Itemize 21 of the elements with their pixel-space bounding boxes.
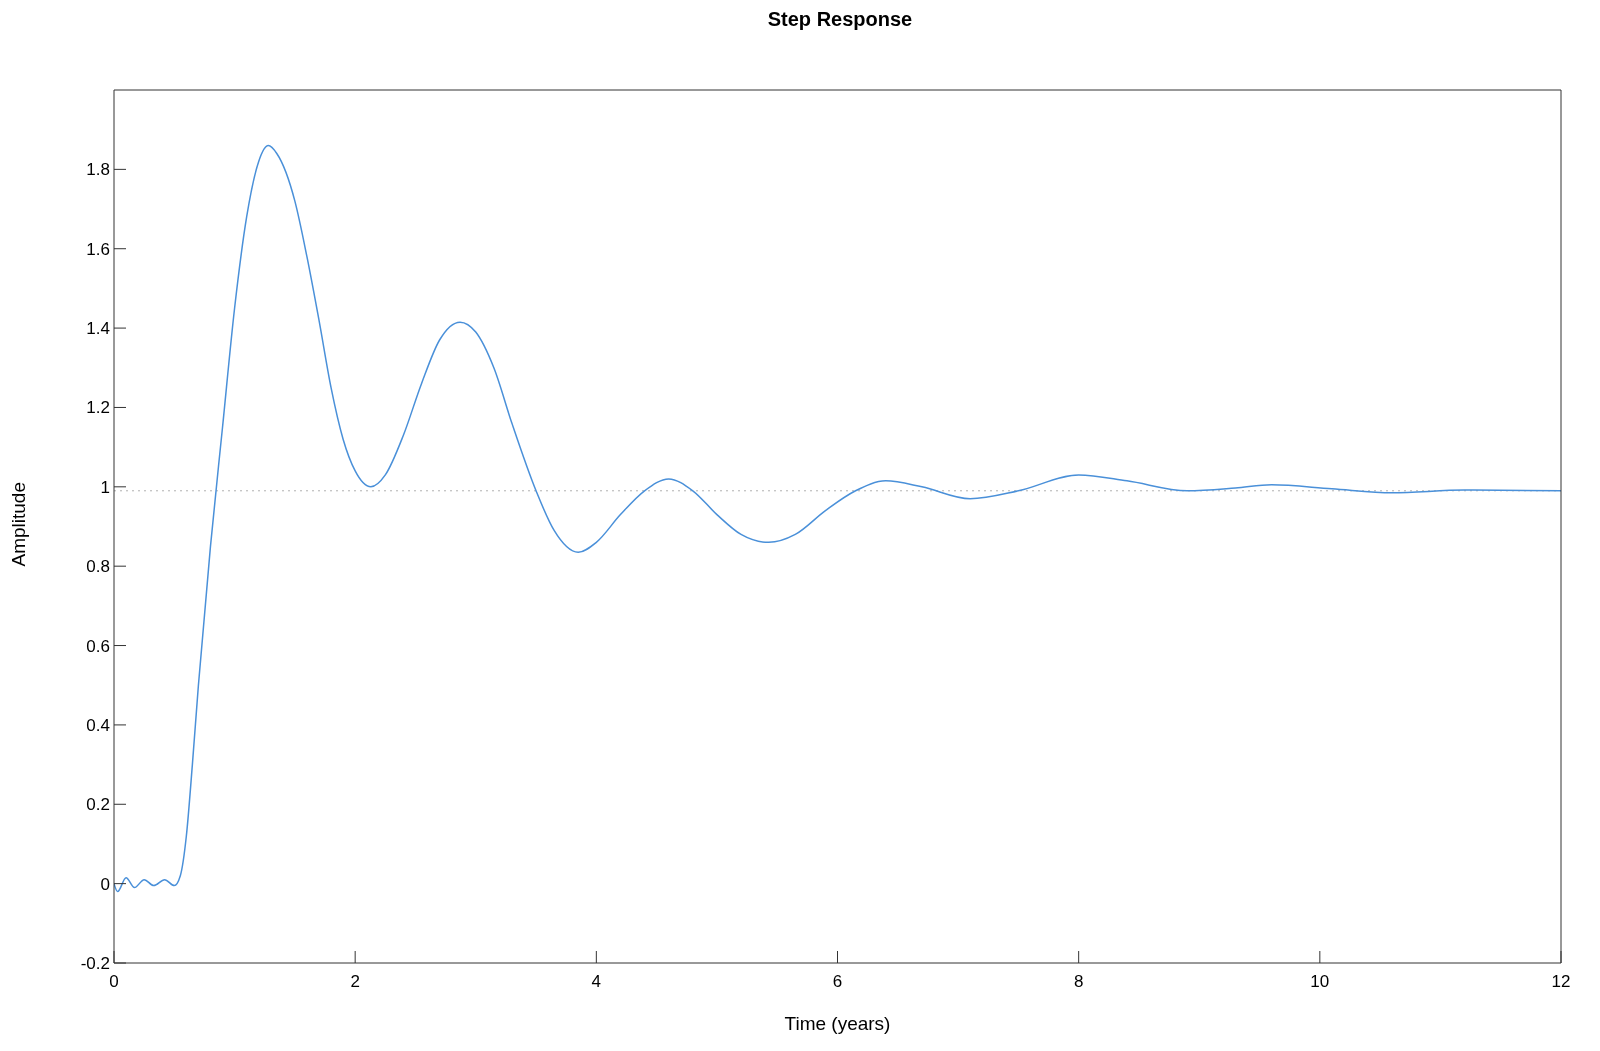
chart-title: Step Response xyxy=(767,8,913,30)
y-tick-label: 0.8 xyxy=(86,557,110,577)
x-tick-label: 12 xyxy=(1551,972,1571,992)
x-tick-label: 4 xyxy=(591,972,602,992)
y-tick-label: 0 xyxy=(100,874,110,894)
x-tick-label: 6 xyxy=(832,972,843,992)
x-tick-label: 8 xyxy=(1073,972,1084,992)
y-tick-label: -0.2 xyxy=(80,954,110,974)
y-tick-label: 1 xyxy=(100,477,110,497)
x-tick-label: 10 xyxy=(1310,972,1330,992)
y-tick-label: 0.4 xyxy=(86,715,110,735)
y-tick-label: 0.2 xyxy=(86,795,110,815)
y-tick-label: 1.4 xyxy=(86,319,110,339)
y-tick-label: 1.6 xyxy=(86,239,110,259)
x-axis-title: Time (years) xyxy=(784,1013,891,1035)
y-tick-label: 0.6 xyxy=(86,636,110,656)
line-series xyxy=(114,144,1561,893)
x-tick-label: 2 xyxy=(350,972,360,992)
y-axis-title: Amplitude xyxy=(7,482,29,567)
y-tick-label: 1.8 xyxy=(86,160,110,180)
y-tick-label: 1.2 xyxy=(86,398,110,418)
